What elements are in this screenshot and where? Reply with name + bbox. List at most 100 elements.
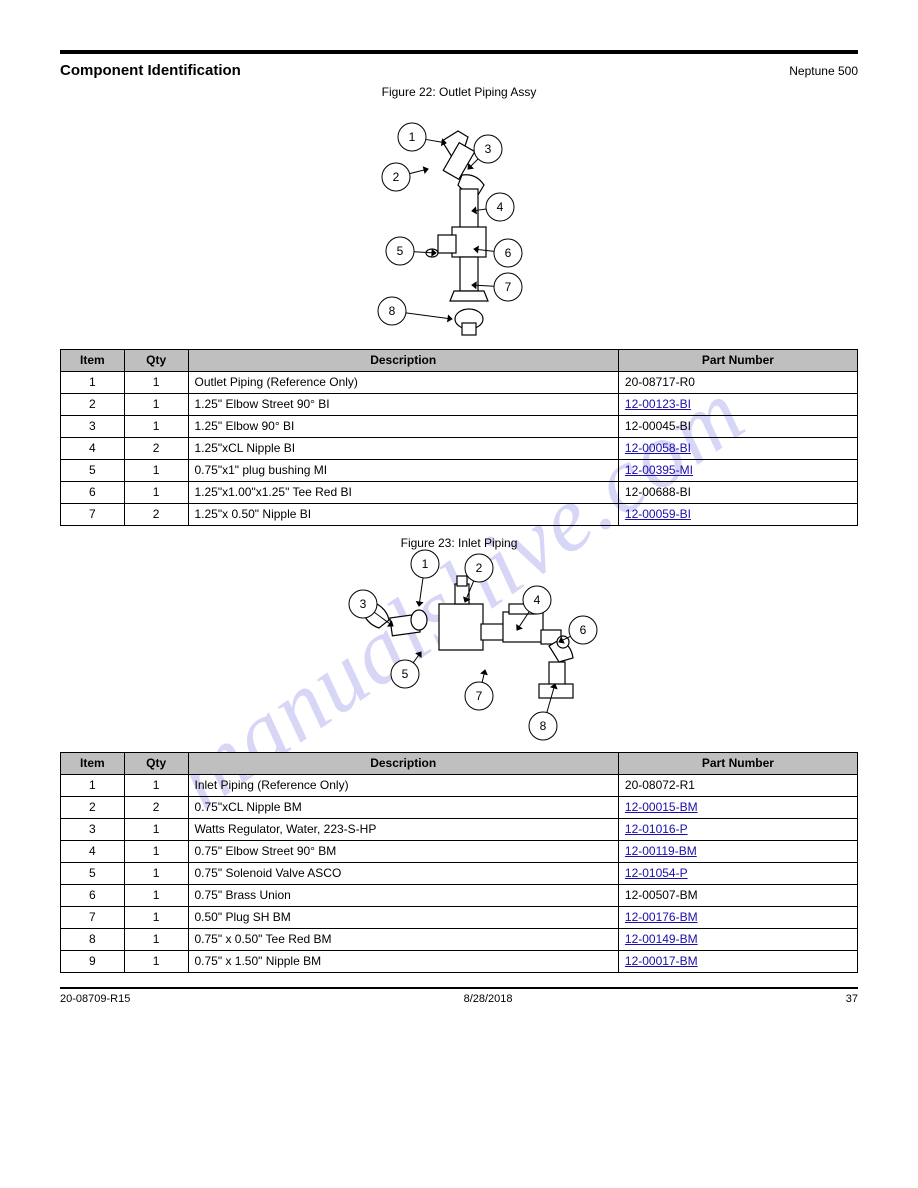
part-link[interactable]: 12-00176-BM — [625, 910, 698, 924]
cell-desc: 0.75" Brass Union — [188, 885, 618, 907]
callout-label: 3 — [360, 597, 367, 611]
outlet-piping-drawing — [426, 131, 488, 335]
cell-part: 12-00015-BM — [618, 797, 857, 819]
cell-part: 12-01054-P — [618, 863, 857, 885]
cell-item: 5 — [61, 460, 125, 482]
cell-item: 2 — [61, 394, 125, 416]
top-rule — [60, 50, 858, 54]
table-row: 421.25"xCL Nipple BI12-00058-BI — [61, 438, 858, 460]
table-row: 611.25"x1.00"x1.25" Tee Red BI12-00688-B… — [61, 482, 858, 504]
cell-desc: 1.25"x 0.50" Nipple BI — [188, 504, 618, 526]
th-part: Part Number — [618, 753, 857, 775]
callout-label: 8 — [389, 304, 396, 318]
table-row: 11Inlet Piping (Reference Only)20-08072-… — [61, 775, 858, 797]
callout-label: 4 — [497, 200, 504, 214]
cell-part: 12-00123-BI — [618, 394, 857, 416]
cell-desc: 0.75"x1" plug bushing MI — [188, 460, 618, 482]
callout-label: 5 — [397, 244, 404, 258]
callout-label: 5 — [402, 667, 409, 681]
cell-item: 6 — [61, 482, 125, 504]
cell-qty: 2 — [124, 797, 188, 819]
cell-part: 12-00017-BM — [618, 951, 857, 973]
footer-rule: 20-08709-R15 8/28/2018 37 — [60, 987, 858, 1005]
table-row: 510.75" Solenoid Valve ASCO12-01054-P — [61, 863, 858, 885]
cell-desc: 0.50" Plug SH BM — [188, 907, 618, 929]
cell-item: 9 — [61, 951, 125, 973]
table-row: 510.75"x1" plug bushing MI12-00395-MI — [61, 460, 858, 482]
cell-item: 3 — [61, 416, 125, 438]
figure-2-title: Figure 23: Inlet Piping — [60, 536, 858, 550]
callout-label: 8 — [540, 719, 547, 733]
cell-item: 4 — [61, 438, 125, 460]
table-2-header-row: Item Qty Description Part Number — [61, 753, 858, 775]
cell-part: 12-00045-BI — [618, 416, 857, 438]
figure-2-wrap: Figure 23: Inlet Piping — [60, 540, 858, 750]
callout-label: 2 — [476, 561, 483, 575]
cell-item: 7 — [61, 907, 125, 929]
callout-label: 6 — [505, 246, 512, 260]
cell-item: 7 — [61, 504, 125, 526]
callout-label: 7 — [505, 280, 512, 294]
table-row: 11Outlet Piping (Reference Only)20-08717… — [61, 372, 858, 394]
header-row: Component Identification Neptune 500 — [60, 62, 858, 79]
cell-qty: 1 — [124, 394, 188, 416]
callout-label: 2 — [393, 170, 400, 184]
th-desc: Description — [188, 350, 618, 372]
cell-qty: 1 — [124, 929, 188, 951]
part-link[interactable]: 12-00058-BI — [625, 441, 691, 455]
cell-qty: 1 — [124, 885, 188, 907]
cell-item: 8 — [61, 929, 125, 951]
part-link[interactable]: 12-01016-P — [625, 822, 688, 836]
table-1-header-row: Item Qty Description Part Number — [61, 350, 858, 372]
part-link[interactable]: 12-00395-MI — [625, 463, 693, 477]
figure-2-svg: 12345678 — [259, 540, 659, 750]
cell-qty: 2 — [124, 438, 188, 460]
part-link[interactable]: 12-00059-BI — [625, 507, 691, 521]
th-qty: Qty — [124, 753, 188, 775]
part-link[interactable]: 12-00123-BI — [625, 397, 691, 411]
cell-desc: Inlet Piping (Reference Only) — [188, 775, 618, 797]
table-row: 810.75" x 0.50" Tee Red BM 12-00149-BM — [61, 929, 858, 951]
table-row: 721.25"x 0.50" Nipple BI 12-00059-BI — [61, 504, 858, 526]
table-row: 910.75" x 1.50" Nipple BM 12-00017-BM — [61, 951, 858, 973]
callout-label: 3 — [485, 142, 492, 156]
part-link[interactable]: 12-00017-BM — [625, 954, 698, 968]
figure-1-title: Figure 22: Outlet Piping Assy — [60, 85, 858, 99]
callout-label: 1 — [422, 557, 429, 571]
table-1: Item Qty Description Part Number 11Outle… — [60, 349, 858, 526]
th-part: Part Number — [618, 350, 857, 372]
cell-desc: 0.75" Solenoid Valve ASCO — [188, 863, 618, 885]
figure-1-wrap: Figure 22: Outlet Piping Assy — [60, 89, 858, 347]
cell-desc: 0.75" x 1.50" Nipple BM — [188, 951, 618, 973]
table-row: 311.25" Elbow 90° BI12-00045-BI — [61, 416, 858, 438]
callout-label: 7 — [476, 689, 483, 703]
part-link[interactable]: 12-01054-P — [625, 866, 688, 880]
part-link[interactable]: 12-00015-BM — [625, 800, 698, 814]
cell-part: 12-00119-BM — [618, 841, 857, 863]
cell-qty: 1 — [124, 775, 188, 797]
cell-item: 6 — [61, 885, 125, 907]
th-desc: Description — [188, 753, 618, 775]
page-content: Component Identification Neptune 500 Fig… — [60, 50, 858, 1005]
header-left: Component Identification — [60, 62, 241, 79]
part-link[interactable]: 12-00149-BM — [625, 932, 698, 946]
cell-part: 20-08072-R1 — [618, 775, 857, 797]
cell-qty: 1 — [124, 482, 188, 504]
table-row: 710.50" Plug SH BM 12-00176-BM — [61, 907, 858, 929]
cell-desc: 1.25" Elbow Street 90° BI — [188, 394, 618, 416]
cell-item: 1 — [61, 372, 125, 394]
part-link[interactable]: 12-00119-BM — [625, 844, 697, 858]
cell-desc: 0.75"xCL Nipple BM — [188, 797, 618, 819]
cell-desc: 0.75" x 0.50" Tee Red BM — [188, 929, 618, 951]
table-row: 31Watts Regulator, Water, 223-S-HP12-010… — [61, 819, 858, 841]
cell-qty: 1 — [124, 951, 188, 973]
cell-qty: 1 — [124, 416, 188, 438]
cell-qty: 1 — [124, 841, 188, 863]
cell-part: 12-00507-BM — [618, 885, 857, 907]
cell-item: 5 — [61, 863, 125, 885]
cell-item: 1 — [61, 775, 125, 797]
cell-part: 12-00688-BI — [618, 482, 857, 504]
callout-label: 1 — [409, 130, 416, 144]
cell-qty: 1 — [124, 907, 188, 929]
cell-qty: 2 — [124, 504, 188, 526]
